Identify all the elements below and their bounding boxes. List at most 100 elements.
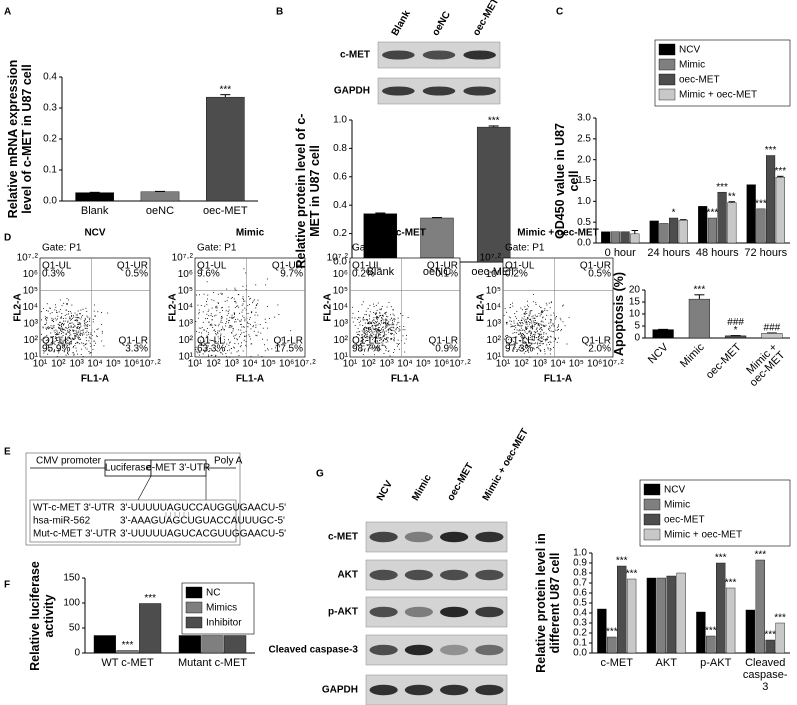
promoter-label: CMV promoter xyxy=(36,456,102,467)
event-dot xyxy=(526,327,528,329)
significance-mark: *** xyxy=(764,630,776,641)
panel-label: C xyxy=(556,7,563,18)
event-dot xyxy=(531,327,533,329)
event-dot xyxy=(72,314,74,316)
event-dot xyxy=(375,325,377,327)
event-dot xyxy=(506,322,508,324)
event-dot xyxy=(215,325,217,327)
event-dot xyxy=(68,332,70,334)
event-dot xyxy=(535,316,537,318)
event-dot xyxy=(67,352,68,354)
x-tick-label: 48 hours xyxy=(695,247,739,259)
event-dot xyxy=(56,338,58,340)
event-dot xyxy=(394,318,396,320)
event-dot xyxy=(378,349,380,351)
y-tick-label: 10⁴ xyxy=(23,302,38,313)
bar xyxy=(775,176,785,244)
event-dot xyxy=(49,313,51,315)
event-dot xyxy=(220,292,222,294)
event-dot xyxy=(75,320,77,322)
event-dot xyxy=(369,311,371,313)
event-dot xyxy=(47,353,49,355)
event-dot xyxy=(397,339,399,341)
event-dot xyxy=(86,343,88,345)
event-dot xyxy=(221,329,222,331)
event-dot xyxy=(396,343,398,344)
event-dot xyxy=(362,339,364,340)
event-dot xyxy=(512,302,513,304)
event-dot xyxy=(232,328,234,330)
event-dot xyxy=(368,327,370,328)
event-dot xyxy=(368,314,370,316)
event-dot xyxy=(369,332,371,333)
event-dot xyxy=(226,288,228,290)
event-dot xyxy=(220,329,222,331)
event-dot xyxy=(49,307,51,309)
event-dot xyxy=(51,319,53,321)
event-dot xyxy=(80,313,81,315)
event-dot xyxy=(530,327,532,329)
y-tick-label: 0 xyxy=(74,648,80,659)
event-dot xyxy=(73,354,75,356)
event-dot xyxy=(229,342,230,344)
event-dot xyxy=(521,325,523,327)
event-dot xyxy=(524,313,526,315)
event-dot xyxy=(354,324,356,326)
event-dot xyxy=(542,310,544,312)
event-dot xyxy=(77,322,79,324)
event-dot xyxy=(82,356,84,357)
event-dot xyxy=(526,345,528,347)
event-dot xyxy=(377,328,379,330)
x-tick-label: 10⁷·² xyxy=(139,359,161,370)
event-dot xyxy=(365,310,367,312)
event-dot xyxy=(266,339,268,341)
sequence-name: Mut-c-MET 3'-UTR xyxy=(33,529,116,540)
event-dot xyxy=(532,301,534,303)
y-tick-label: 10⁵ xyxy=(333,286,348,297)
event-dot xyxy=(207,294,209,296)
event-dot xyxy=(250,343,252,345)
x-tick-label: 10⁶ xyxy=(124,359,139,370)
bar xyxy=(656,577,666,654)
event-dot xyxy=(366,336,367,338)
bar xyxy=(630,233,640,244)
event-dot xyxy=(70,326,72,327)
event-dot xyxy=(381,342,383,344)
event-dot xyxy=(540,337,542,339)
event-dot xyxy=(526,323,528,325)
x-tick-label: 0 hour xyxy=(604,247,636,259)
event-dot xyxy=(534,319,536,321)
event-dot xyxy=(75,342,76,344)
event-dot xyxy=(509,303,511,305)
event-dot xyxy=(62,341,64,343)
event-dot xyxy=(229,325,230,327)
event-dot xyxy=(540,333,542,335)
event-dot xyxy=(541,329,543,331)
event-dot xyxy=(55,333,57,335)
event-dot xyxy=(538,323,540,325)
event-dot xyxy=(42,326,44,328)
event-dot xyxy=(377,328,379,330)
event-dot xyxy=(376,337,378,339)
event-dot xyxy=(374,337,375,338)
event-dot xyxy=(197,304,199,306)
y-tick-label: 10⁶ xyxy=(486,269,501,280)
significance-mark: *** xyxy=(716,182,728,193)
event-dot xyxy=(81,329,83,331)
x-tick-label: Blank xyxy=(366,266,395,278)
event-dot xyxy=(267,327,269,329)
event-dot xyxy=(72,329,74,331)
event-dot xyxy=(399,329,401,331)
flow-plot-frame xyxy=(349,257,461,358)
event-dot xyxy=(549,327,551,329)
event-dot xyxy=(77,319,79,321)
event-dot xyxy=(74,326,76,328)
event-dot xyxy=(543,348,545,350)
event-dot xyxy=(58,311,60,313)
event-dot xyxy=(512,325,514,327)
event-dot xyxy=(86,310,88,312)
event-dot xyxy=(83,320,85,322)
blot-row-label: AKT xyxy=(337,570,358,581)
event-dot xyxy=(546,344,548,346)
event-dot xyxy=(210,354,212,356)
